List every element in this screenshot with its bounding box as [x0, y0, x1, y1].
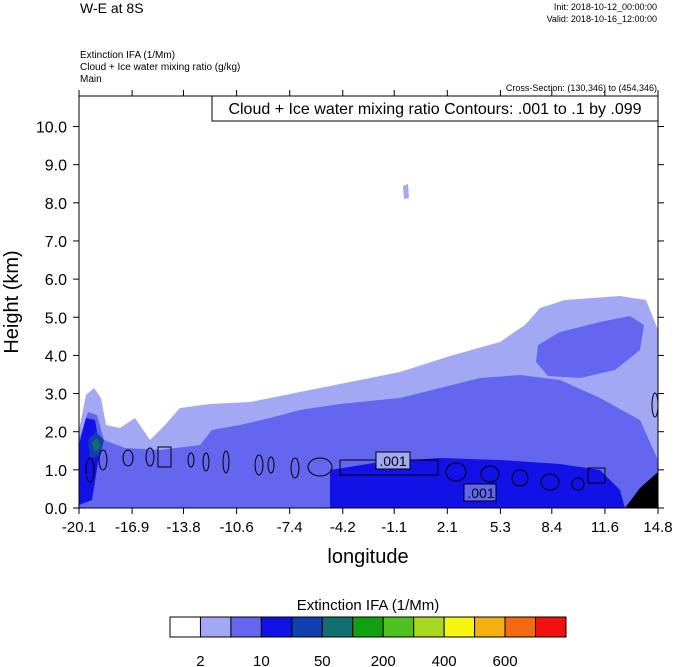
colorbar-label: 10 — [253, 653, 270, 667]
chart-title: W-E at 8S — [80, 0, 144, 16]
fill-region — [625, 472, 658, 508]
contour-line — [267, 456, 275, 474]
contour-label-box — [463, 483, 497, 502]
contour-line — [85, 457, 95, 483]
y-axis-label: Height (km) — [1, 250, 23, 353]
colorbar-box — [443, 616, 476, 638]
colorbar-box — [504, 616, 537, 638]
contour-line — [254, 454, 264, 476]
contour-label-box — [375, 451, 411, 470]
contour-line — [157, 446, 172, 468]
contour-label: .001 — [379, 453, 406, 469]
x-tick-label: 8.4 — [541, 519, 562, 536]
contour-fill — [79, 184, 658, 508]
y-tick-label: 3.0 — [45, 387, 67, 404]
contour-line — [480, 465, 500, 483]
cross-section: Cross-Section: (130,346) to (454,346) — [506, 83, 657, 93]
y-tick-label: 2.0 — [45, 425, 67, 442]
colorbar-label: 50 — [314, 653, 331, 667]
contour-label: .001 — [467, 485, 494, 501]
x-tick-label: 14.8 — [643, 519, 672, 536]
fill-region — [403, 184, 409, 199]
contour-line — [122, 449, 134, 467]
contour-info-box — [211, 95, 659, 122]
contour-line — [307, 457, 333, 477]
x-tick-label: -13.8 — [166, 519, 200, 536]
y-tick-label: 1.0 — [45, 463, 67, 480]
fill-region — [92, 438, 101, 452]
y-tick-label: 6.0 — [45, 272, 67, 289]
contour-line — [445, 462, 467, 482]
colorbar-box — [474, 616, 506, 638]
field-line: Extinction IFA (1/Mm) — [80, 50, 175, 61]
contour-line — [145, 447, 155, 467]
contour-line — [540, 473, 560, 491]
fill-region — [330, 458, 625, 508]
init-time: Init: 2018-10-12_00:00:00 — [554, 2, 657, 12]
field-line: Main — [80, 74, 102, 85]
colorbar-label: 2 — [196, 653, 204, 667]
x-tick-label: -4.2 — [330, 519, 356, 536]
contour-line — [511, 469, 529, 487]
contour-info: Cloud + Ice water mixing ratio Contours:… — [228, 101, 641, 118]
y-tick-label: 5.0 — [45, 310, 67, 327]
x-tick-label: -10.6 — [220, 519, 254, 536]
contour-line — [571, 477, 585, 491]
x-tick-label: -7.4 — [277, 519, 303, 536]
x-axis-label: longitude — [327, 546, 408, 568]
y-tick-label: 9.0 — [45, 158, 67, 175]
colorbar-title: Extinction IFA (1/Mm) — [297, 597, 440, 614]
colorbar-label: 200 — [371, 653, 396, 667]
contour-line — [187, 452, 195, 468]
x-tick-label: -16.9 — [115, 519, 149, 536]
x-tick-label: -1.1 — [381, 519, 407, 536]
colorbar-box — [169, 616, 201, 638]
y-tick-label: 7.0 — [45, 234, 67, 251]
y-tick-label: 4.0 — [45, 348, 67, 365]
y-tick-label: 0.0 — [45, 501, 67, 518]
colorbar-box — [352, 616, 384, 638]
colorbar-label: 600 — [493, 653, 518, 667]
contour-line — [587, 467, 606, 484]
x-tick-label: 11.6 — [591, 519, 619, 536]
colorbar-box — [382, 616, 415, 638]
colorbar-box — [199, 616, 232, 638]
contour-line — [98, 449, 108, 471]
field-line: Cloud + Ice water mixing ratio (g/kg) — [80, 62, 240, 73]
y-tick-label: 8.0 — [45, 196, 67, 213]
y-tick-label: 10.0 — [36, 120, 67, 137]
fill-region — [536, 316, 644, 378]
colorbar-box — [413, 616, 445, 638]
contour-lines — [85, 392, 659, 502]
colorbar-box — [291, 616, 323, 638]
valid-time: Valid: 2018-10-16_12:00:00 — [547, 14, 657, 24]
colorbar-box — [535, 616, 567, 638]
contour-line — [290, 457, 300, 479]
x-tick-label: 2.1 — [437, 519, 458, 536]
contour-line — [222, 450, 230, 474]
contour-line — [202, 452, 210, 472]
colorbar-box — [321, 616, 354, 638]
colorbar-box — [230, 616, 262, 638]
x-tick-label: 5.3 — [490, 519, 511, 536]
x-tick-label: -20.1 — [62, 519, 96, 536]
colorbar-label: 400 — [432, 653, 457, 667]
colorbar-box — [260, 616, 293, 638]
